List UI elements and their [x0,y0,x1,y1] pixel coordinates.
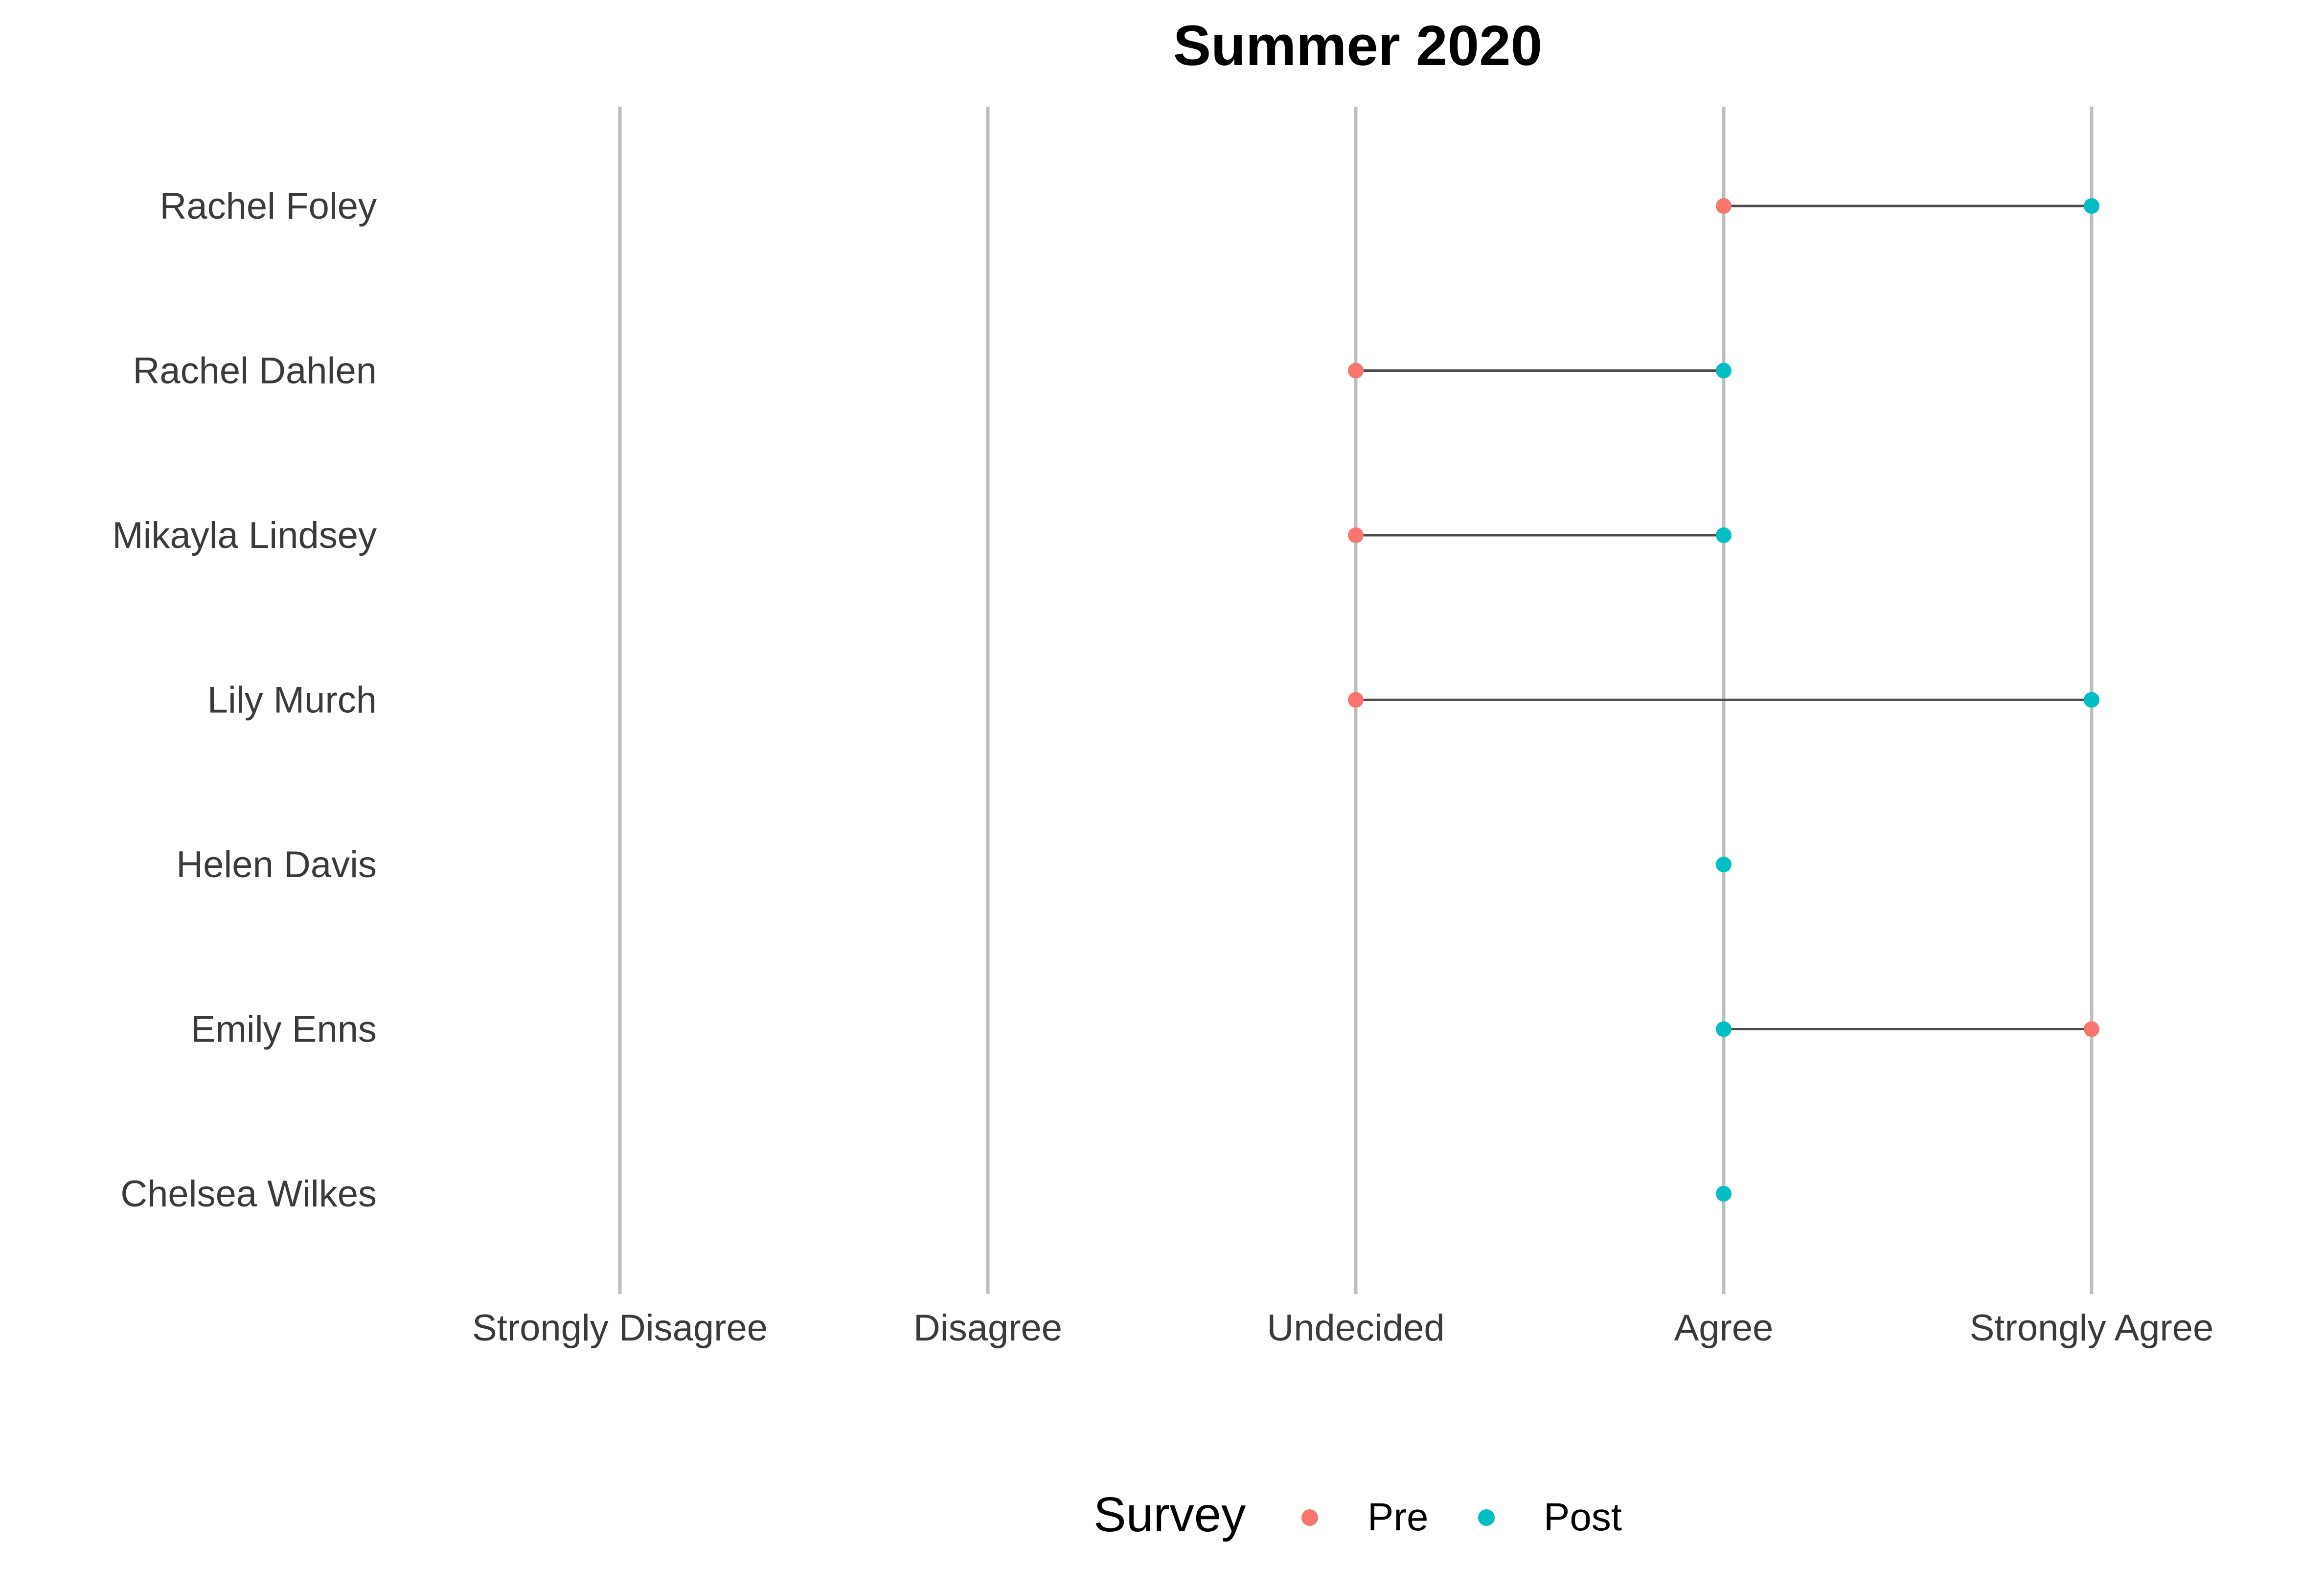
x-tick-label-strongly-agree: Strongly Agree [1970,1307,2214,1349]
y-tick-label-chelsea-wilkes: Chelsea Wilkes [120,1173,377,1215]
x-tick-label-disagree: Disagree [913,1307,1062,1349]
y-tick-label-rachel-dahlen: Rachel Dahlen [133,350,377,392]
data-points [1348,198,2099,1202]
legend-title: Survey [1094,1487,1246,1542]
legend-label-pre: Pre [1367,1495,1429,1539]
y-tick-label-lily-murch: Lily Murch [207,680,377,721]
chart-title: Summer 2020 [1173,14,1542,77]
y-tick-label-mikayla-lindsey: Mikayla Lindsey [112,515,377,556]
legend-label-post: Post [1544,1495,1622,1539]
y-tick-labels: Rachel Foley Rachel Dahlen Mikayla Lindsey… [112,185,377,1215]
point-pre-rachel-foley [1716,198,1732,214]
y-tick-label-rachel-foley: Rachel Foley [159,185,377,227]
legend-entries: Pre Post [1301,1495,1622,1539]
point-pre-mikayla-lindsey [1348,527,1364,543]
point-post-mikayla-lindsey [1716,527,1732,543]
legend-key-post [1478,1509,1495,1526]
y-tick-label-helen-davis: Helen Davis [176,844,377,886]
x-tick-label-undecided: Undecided [1267,1307,1444,1349]
x-tick-labels: Strongly Disagree Disagree Undecided Agree S… [472,1307,2213,1349]
point-post-rachel-foley [2084,198,2099,214]
point-post-chelsea-wilkes [1716,1186,1732,1202]
x-tick-label-strongly-disagree: Strongly Disagree [472,1307,768,1349]
legend-key-pre [1301,1509,1318,1526]
point-post-rachel-dahlen [1716,363,1732,379]
point-post-emily-enns [1716,1021,1732,1037]
point-pre-emily-enns [2084,1021,2099,1037]
point-pre-lily-murch [1348,692,1364,708]
point-post-helen-davis [1716,857,1732,872]
point-pre-rachel-dahlen [1348,363,1364,379]
pre-post-segments [1356,204,2092,1030]
y-tick-label-emily-enns: Emily Enns [191,1009,377,1050]
legend: Survey Pre Post [1094,1487,1622,1542]
point-post-lily-murch [2084,692,2099,708]
x-tick-label-agree: Agree [1674,1307,1774,1349]
